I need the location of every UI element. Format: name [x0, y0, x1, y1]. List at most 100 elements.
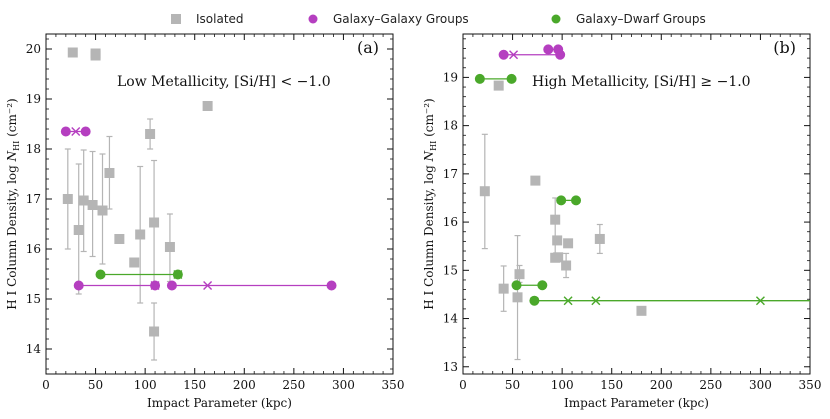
- isolated-point: [149, 217, 160, 228]
- isolated-point: [145, 129, 156, 139]
- group-center-marker: [591, 296, 601, 306]
- group-member-point: [60, 126, 71, 137]
- plot-frame: [462, 33, 811, 375]
- y-tick-label: 14: [26, 342, 42, 356]
- group-member-point: [511, 280, 522, 291]
- isolated-point: [479, 186, 490, 197]
- group-member-point: [506, 73, 517, 84]
- isolated-point: [552, 235, 563, 246]
- y-axis-label: H I Column Density, log NHI (cm⁻²): [422, 98, 438, 309]
- group-member-point: [326, 280, 337, 291]
- metallicity-annotation: High Metallicity, [Si/H] ≥ −1.0: [532, 74, 751, 90]
- y-tick-label: 20: [26, 42, 41, 56]
- group-member-point: [543, 44, 554, 55]
- panel-b: 0 50 100 150 200 250 300 350 13 14 15 16 17 18 19 Impac…: [422, 33, 822, 410]
- x-tick-label: 100: [551, 378, 574, 392]
- y-tick-label: 15: [26, 292, 41, 306]
- x-tick-label: 350: [799, 378, 822, 392]
- group-member-point: [474, 73, 485, 84]
- legend-marker-square: [171, 14, 181, 24]
- isolated-point: [550, 214, 561, 225]
- panel-letter: (b): [773, 38, 796, 57]
- isolated-point: [129, 257, 140, 268]
- y-tick-label: 13: [443, 360, 458, 374]
- x-tick-label: 150: [183, 378, 206, 392]
- y-tick-label: 18: [443, 119, 458, 133]
- y-tick-label: 16: [26, 242, 41, 256]
- isolated-point: [149, 326, 160, 337]
- legend-marker-circle: [308, 14, 318, 24]
- isolated-point: [563, 238, 574, 249]
- x-tick-label: 50: [505, 378, 520, 392]
- y-tick-label: 19: [26, 92, 41, 106]
- isolated-point: [512, 292, 523, 303]
- x-tick-label: 150: [600, 378, 623, 392]
- x-tick-label: 200: [650, 378, 673, 392]
- x-tick-label: 50: [88, 378, 103, 392]
- x-axis-label: Impact Parameter (kpc): [564, 396, 709, 410]
- legend-label-galaxy_galaxy: Galaxy–Galaxy Groups: [333, 12, 469, 26]
- legend-label-galaxy_dwarf: Galaxy–Dwarf Groups: [576, 12, 706, 26]
- isolated-point: [594, 233, 605, 244]
- x-axis-label: Impact Parameter (kpc): [147, 396, 292, 410]
- panel-letter: (a): [357, 38, 379, 57]
- x-tick-label: 0: [459, 378, 467, 392]
- legend-marker-circle: [551, 14, 561, 24]
- isolated-point: [87, 200, 98, 210]
- x-tick-label: 200: [233, 378, 256, 392]
- isolated-point: [514, 269, 525, 280]
- isolated-point: [493, 80, 504, 91]
- x-tick-label: 250: [699, 378, 722, 392]
- isolated-point: [90, 48, 101, 59]
- x-tick-label: 300: [332, 378, 355, 392]
- group-member-point: [537, 280, 548, 291]
- isolated-point: [114, 234, 125, 244]
- metallicity-annotation: Low Metallicity, [Si/H] < −1.0: [117, 74, 331, 90]
- panel-a: 0 50 100 150 200 250 300 350 14 15 16 17 18 19 20 Impac…: [5, 33, 405, 410]
- group-center-marker: [563, 296, 573, 306]
- y-tick-label: 18: [26, 142, 41, 156]
- group-member-point: [529, 295, 540, 306]
- plot-frame: [45, 33, 394, 375]
- y-tick-label: 17: [443, 167, 458, 181]
- isolated-point: [62, 194, 73, 204]
- group-center-marker: [755, 296, 765, 306]
- x-tick-label: 0: [42, 378, 50, 392]
- isolated-point: [78, 195, 89, 206]
- group-center-marker: [173, 270, 183, 279]
- isolated-point: [553, 252, 564, 263]
- y-tick-label: 14: [443, 312, 459, 326]
- isolated-point: [67, 47, 78, 58]
- y-tick-label: 17: [26, 192, 41, 206]
- legend-label-isolated: Isolated: [196, 12, 244, 26]
- group-member-point: [553, 44, 564, 55]
- group-center-marker: [150, 281, 160, 290]
- group-center-marker: [71, 127, 81, 136]
- isolated-point: [73, 225, 84, 235]
- x-tick-label: 100: [134, 378, 157, 392]
- group-member-point: [73, 280, 84, 291]
- group-member-point: [556, 195, 567, 206]
- group-member-point: [571, 195, 582, 206]
- x-tick-label: 350: [382, 378, 405, 392]
- y-tick-label: 15: [443, 263, 458, 277]
- x-tick-label: 250: [282, 378, 305, 392]
- y-axis-label: H I Column Density, log NHI (cm⁻²): [5, 98, 21, 309]
- group-member-point: [498, 49, 509, 60]
- legend: Isolated Galaxy–Galaxy Groups Galaxy–Dwarf…: [171, 12, 706, 26]
- isolated-point: [498, 283, 509, 294]
- x-tick-label: 300: [749, 378, 772, 392]
- isolated-point: [97, 205, 108, 216]
- y-tick-label: 19: [443, 70, 458, 84]
- isolated-point: [164, 242, 175, 252]
- isolated-point: [561, 260, 572, 271]
- group-center-marker: [203, 281, 213, 290]
- isolated-point: [104, 168, 115, 178]
- group-member-point: [166, 280, 177, 291]
- group-member-point: [80, 126, 91, 137]
- isolated-point: [202, 101, 213, 111]
- isolated-point: [636, 305, 647, 316]
- group-center-marker: [509, 50, 519, 60]
- group-member-point: [95, 269, 106, 280]
